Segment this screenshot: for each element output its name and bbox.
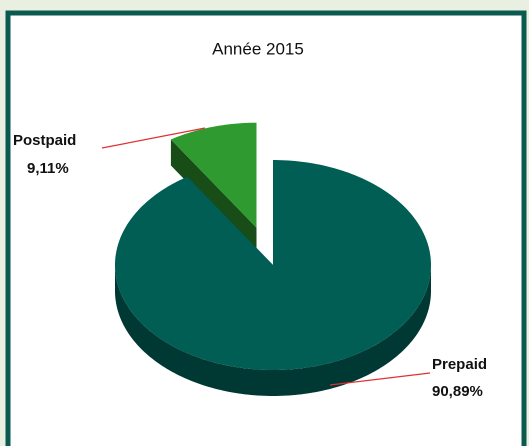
leader-line (101, 127, 206, 149)
slice (170, 122, 257, 228)
pie (115, 122, 431, 396)
slice-side (115, 265, 431, 396)
slice-value-label: 9,11% (27, 160, 69, 177)
slice (115, 160, 431, 370)
slice-value-label: 90,89% (432, 383, 483, 400)
slice-label: Postpaid (13, 132, 76, 149)
slice-side (170, 139, 257, 254)
slice-label: Prepaid (432, 356, 487, 373)
chart-title: Année 2015 (212, 39, 304, 58)
leader-line (329, 372, 431, 386)
